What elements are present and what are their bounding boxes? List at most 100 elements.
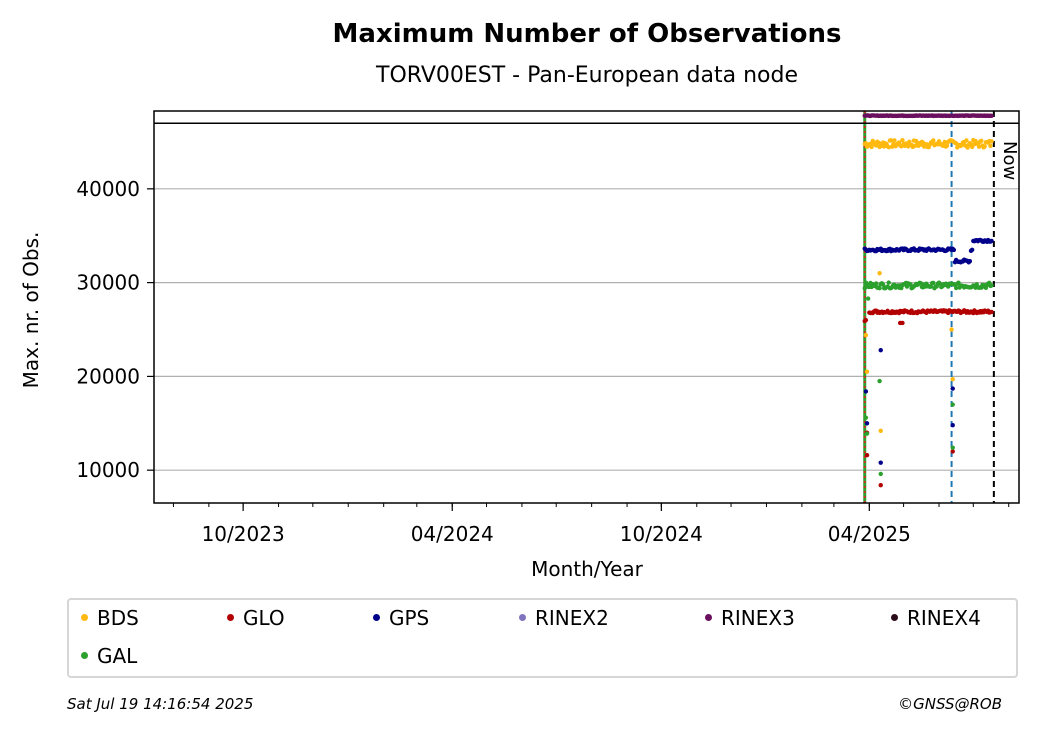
legend-label: RINEX2 xyxy=(535,606,609,630)
data-point xyxy=(989,113,994,119)
data-point xyxy=(878,471,883,477)
series-glo xyxy=(862,308,994,488)
chart-title: Maximum Number of Observations xyxy=(333,19,842,49)
series-rinex3 xyxy=(862,113,994,119)
data-point xyxy=(951,247,957,253)
data-point xyxy=(950,422,955,428)
data-point xyxy=(949,327,954,332)
y-tick-label: 30000 xyxy=(76,271,140,295)
data-point xyxy=(989,238,994,244)
legend-item-bds: BDS xyxy=(81,606,139,630)
plot-points xyxy=(862,113,994,488)
data-point xyxy=(888,138,894,143)
data-point xyxy=(988,143,993,149)
legend-label: RINEX4 xyxy=(907,606,981,630)
data-point xyxy=(863,389,869,394)
data-point xyxy=(862,286,867,291)
plot-axes: 10000 20000 30000 40000 10/2023 04/2024 10/202… xyxy=(76,110,1020,546)
data-point xyxy=(878,428,883,433)
data-point xyxy=(864,369,870,374)
legend-label: GPS xyxy=(389,606,430,630)
footer-timestamp: Sat Jul 19 14:16:54 2025 xyxy=(67,695,254,713)
x-tick-label: 10/2024 xyxy=(620,522,703,546)
legend-label: BDS xyxy=(97,606,139,630)
data-point xyxy=(931,138,936,143)
data-point xyxy=(908,282,913,287)
legend-marker xyxy=(519,614,526,621)
legend-marker xyxy=(705,614,712,621)
data-point xyxy=(982,144,987,149)
data-point xyxy=(989,309,994,315)
data-point xyxy=(944,143,950,148)
data-point xyxy=(953,285,959,291)
y-axis-label: Max. nr. of Obs. xyxy=(19,232,43,389)
data-point xyxy=(878,460,883,465)
data-point xyxy=(950,445,955,450)
data-point xyxy=(886,144,891,150)
data-point xyxy=(886,280,891,285)
data-point xyxy=(969,247,975,253)
data-point xyxy=(865,296,871,301)
legend-label: RINEX3 xyxy=(721,606,795,630)
data-point xyxy=(869,144,874,150)
data-point xyxy=(880,282,886,287)
data-point xyxy=(967,258,973,264)
plot-grid xyxy=(154,188,1019,471)
plot-vlines: Now xyxy=(154,111,1020,503)
data-point xyxy=(920,140,926,145)
series-gal xyxy=(862,280,994,477)
series-bds xyxy=(862,137,994,433)
data-point xyxy=(964,138,969,143)
data-point xyxy=(918,281,923,286)
data-point xyxy=(864,421,870,426)
data-point xyxy=(863,332,869,338)
data-point xyxy=(989,139,994,144)
legend-item-rinex2: RINEX2 xyxy=(519,606,609,630)
legend-item-rinex4: RINEX4 xyxy=(891,606,981,630)
data-point xyxy=(892,138,897,143)
legend-marker xyxy=(81,614,88,621)
data-point xyxy=(864,431,870,436)
data-point xyxy=(877,271,882,276)
data-point xyxy=(928,284,934,289)
data-point xyxy=(877,285,882,291)
data-point xyxy=(877,378,882,384)
data-point xyxy=(976,144,982,149)
legend: BDS GLO GPS RINEX2 RINEX3 RINEX4 GAL xyxy=(67,598,1018,678)
legend-marker xyxy=(81,652,88,659)
legend-marker xyxy=(373,614,380,621)
data-point xyxy=(873,281,879,286)
data-point xyxy=(878,347,883,353)
x-tick-label: 10/2023 xyxy=(202,522,285,546)
y-tick-label: 10000 xyxy=(76,458,140,482)
data-point xyxy=(864,452,870,458)
footer-credit: ©GNSS@ROB xyxy=(898,695,1002,713)
data-point xyxy=(900,137,905,143)
legend-item-glo: GLO xyxy=(227,606,285,630)
y-tick-label: 20000 xyxy=(76,364,140,388)
legend-item-gps: GPS xyxy=(373,606,429,630)
data-point xyxy=(979,138,984,144)
now-marker-label: Now xyxy=(999,141,1020,180)
data-point xyxy=(900,320,905,326)
legend-item-rinex3: RINEX3 xyxy=(705,606,795,630)
data-point xyxy=(863,415,869,420)
plot-frame xyxy=(153,110,1020,504)
data-point xyxy=(950,402,955,407)
data-point xyxy=(942,139,947,145)
legend-label: GAL xyxy=(97,644,138,668)
data-point xyxy=(863,317,869,323)
legend-label: GLO xyxy=(243,606,285,630)
legend-marker xyxy=(891,614,898,621)
y-tick-label: 40000 xyxy=(76,177,140,201)
x-tick-label: 04/2025 xyxy=(828,522,911,546)
x-tick-label: 04/2024 xyxy=(411,522,494,546)
series-gps xyxy=(862,237,994,465)
x-axis-label: Month/Year xyxy=(531,557,644,581)
data-point xyxy=(878,482,883,488)
data-point xyxy=(950,449,955,454)
data-point xyxy=(950,377,955,382)
legend-item-gal: GAL xyxy=(81,644,137,668)
data-point xyxy=(931,280,936,286)
